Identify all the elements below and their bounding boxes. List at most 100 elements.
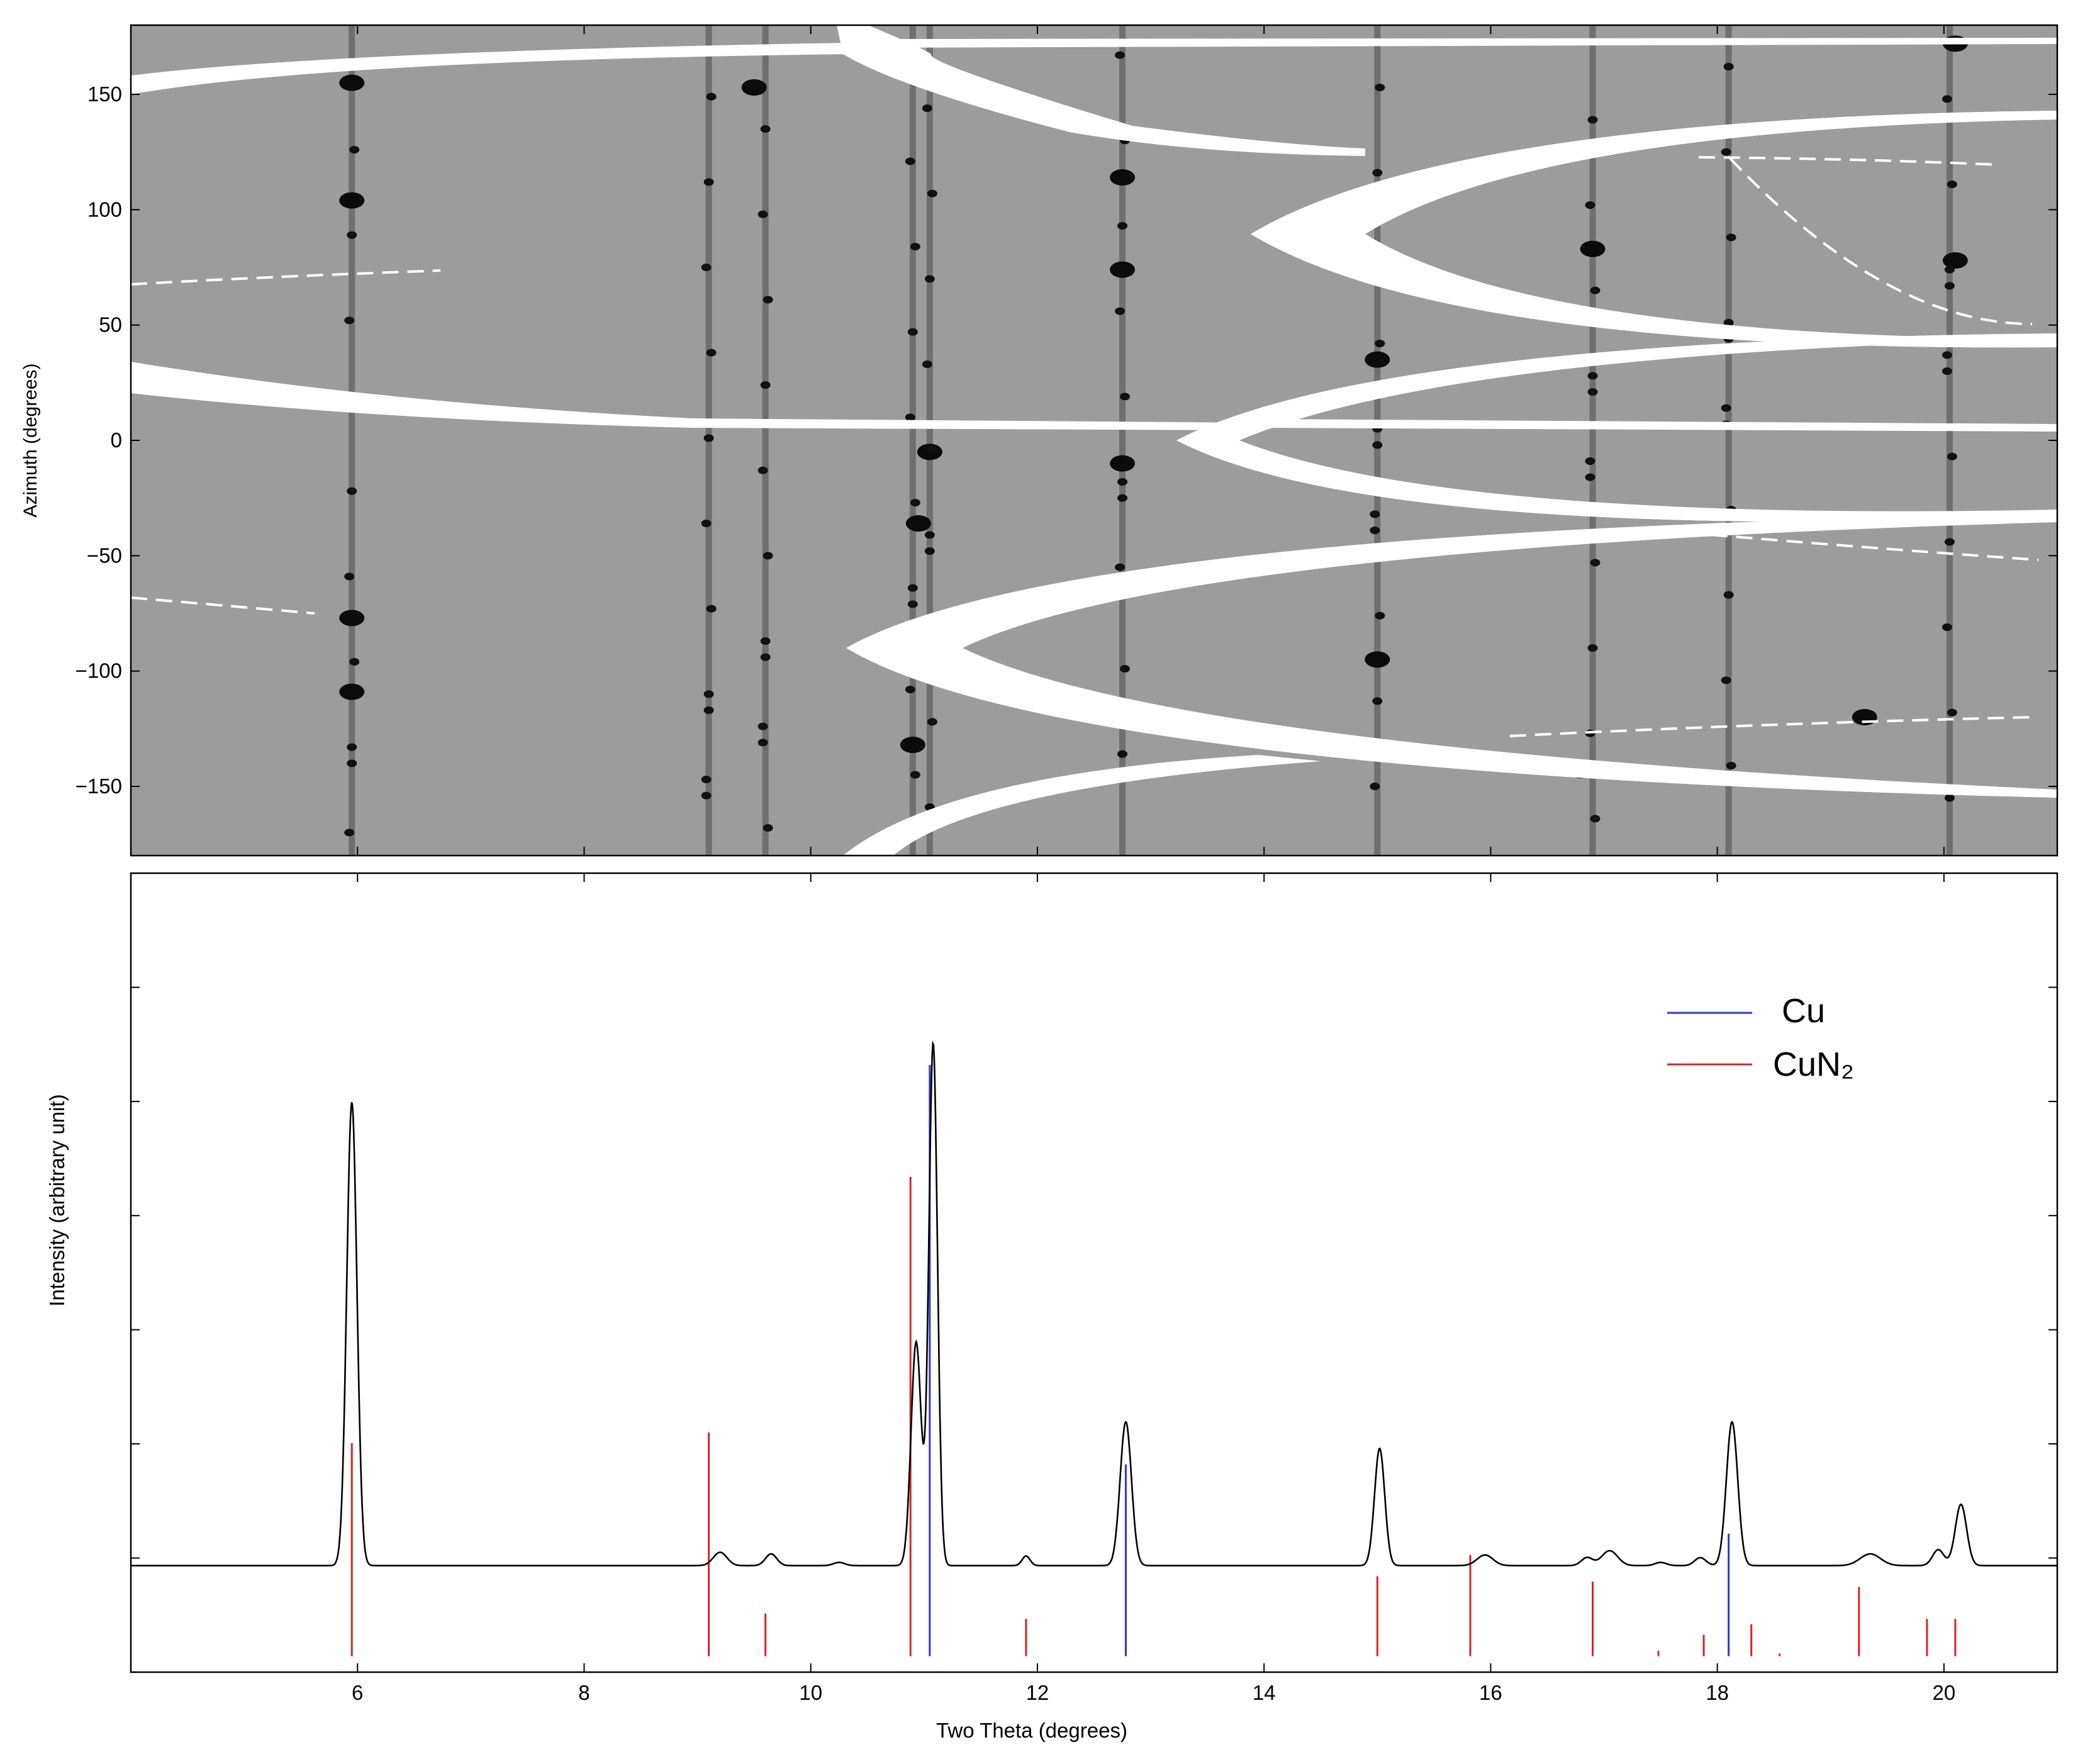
diffraction-spot-small [1721,404,1731,412]
diffraction-streak [926,25,933,856]
diffraction-spot-small [1375,611,1385,620]
diffraction-spot-small [347,487,357,495]
diffraction-streak [1946,25,1953,856]
bottom-x-tick-label: 20 [1933,1681,1956,1704]
bottom-x-tick-label: 14 [1253,1681,1276,1704]
mask-arc-2 [837,25,1365,156]
diffraction-spot-small [760,637,771,645]
diffraction-spot-small [1944,794,1955,802]
bottom-x-axis-label: Two Theta (degrees) [936,1719,1127,1742]
diffraction-spot-small [1590,559,1601,567]
diffraction-spot-small [760,125,771,133]
diffraction-spot-small [910,771,920,779]
diffraction-spot-small [1115,563,1126,571]
diffraction-spot-small [349,658,360,666]
bottom-y-axis-label: Intensity (arbitrary unit) [45,1094,69,1306]
diffraction-spot-small [1372,697,1383,705]
diffraction-spot-small [907,328,918,336]
diffraction-spot-small [1944,282,1955,290]
diffraction-streak [909,25,916,856]
diffraction-spot-small [1721,148,1731,156]
diffraction-spot-small [1372,441,1383,449]
diffraction-spot-small [703,434,714,442]
diffraction-spot-small [1117,222,1128,230]
bottom-x-tick-label: 6 [352,1681,363,1704]
diffraction-spot-small [1942,351,1952,359]
diffraction-spot-small [1944,265,1955,274]
mask-line-center [1258,419,2057,432]
top-y-tick-label: 0 [111,428,122,452]
diffraction-spot [339,74,365,91]
diffraction-spot-small [922,360,932,368]
reference-sticks [350,1064,1957,1656]
diffraction-spot-small [905,413,915,421]
legend-label-cun2: CuN₂ [1773,1046,1854,1083]
diffraction-spot-small [922,104,932,112]
diffraction-spot [1365,351,1390,368]
diffraction-spot-small [703,690,714,698]
diffraction-spot-small [1117,750,1128,758]
diffraction-streak [1374,25,1381,856]
diffraction-spot-small [1375,84,1385,91]
diffraction-spot-small [1726,762,1736,769]
top-y-axis-label: Azimuth (degrees) [20,363,41,517]
diffraction-spot-small [706,92,717,101]
diffraction-spot [1110,455,1136,472]
diffraction-spot-small [1942,95,1952,103]
diffraction-spot [1365,651,1390,668]
dash-trace-2 [131,596,315,615]
bottom-x-tick-label: 8 [578,1681,589,1704]
diffraction-spot-small [927,445,937,454]
diffraction-spot-small [1590,815,1601,823]
diffraction-pattern-panel: 6 8 10 12 14 16 18 20 Two Theta (degrees) Inten… [45,872,2059,1742]
bottom-plot-frame [130,872,2059,1673]
diffraction-spot-small [1587,388,1598,396]
diffraction-spot-small [344,572,355,581]
dashed-gap-traces [131,156,2039,737]
diffraction-spot-small [927,189,937,198]
diffraction-spot-small [1585,473,1595,481]
diffraction-spot-small [344,316,355,325]
diffraction-spot-small [910,243,920,250]
diffraction-spot-small [1370,510,1380,518]
top-y-tick-label: −100 [75,659,122,683]
mask-arc-bottom [843,755,1321,856]
mask-crescent-lower-body [846,515,2057,798]
diffraction-spot-small [760,653,771,661]
top-y-axis: −150 −100 −50 0 50 100 150 [75,82,2057,798]
diffraction-spot-small [1723,591,1734,599]
diffraction-spot-small [760,381,771,389]
diffraction-spot-small [1726,233,1736,242]
bottom-x-tick-label: 10 [799,1681,822,1704]
diffraction-spot-small [1942,367,1952,375]
diffraction-spot-small [1947,708,1957,717]
diffraction-spot-small [701,776,712,783]
diffraction-spot-small [927,718,937,726]
diffraction-spot-small [706,349,717,357]
diffraction-spot-small [1587,372,1598,380]
diffraction-spot-small [347,743,357,751]
diffraction-spot [1110,261,1136,278]
diffraction-spot-small [701,791,712,800]
diffraction-spot-small [1587,644,1598,652]
diffraction-spot [741,79,767,96]
diffraction-spot-small [701,264,712,271]
diffraction-spot-small [349,146,360,154]
diffraction-spot-small [1723,319,1734,327]
dash-trace-4 [1635,527,2039,561]
diffraction-streak [762,25,769,856]
diffraction-spot-small [701,520,712,527]
diffraction-spot-small [1117,478,1128,486]
diffraction-spot-small [1375,340,1385,347]
diffraction-spot [339,683,365,700]
diffraction-spot-small [703,178,714,186]
top-y-tick-label: −50 [87,544,122,567]
legend: Cu CuN₂ [1667,992,1854,1083]
diffraction-spot-small [763,552,773,560]
mask-crescent-mid-body [1251,111,2057,348]
intensity-pattern-line [131,1040,2057,1566]
azimuth-image-panel: −150 −100 −50 0 50 100 150 Azimuth (degrees) [20,24,2059,857]
bottom-x-axis: 6 8 10 12 14 16 18 20 [352,873,1955,1704]
diffraction-spot-small [907,584,918,592]
diffraction-spot-small [1120,665,1131,673]
